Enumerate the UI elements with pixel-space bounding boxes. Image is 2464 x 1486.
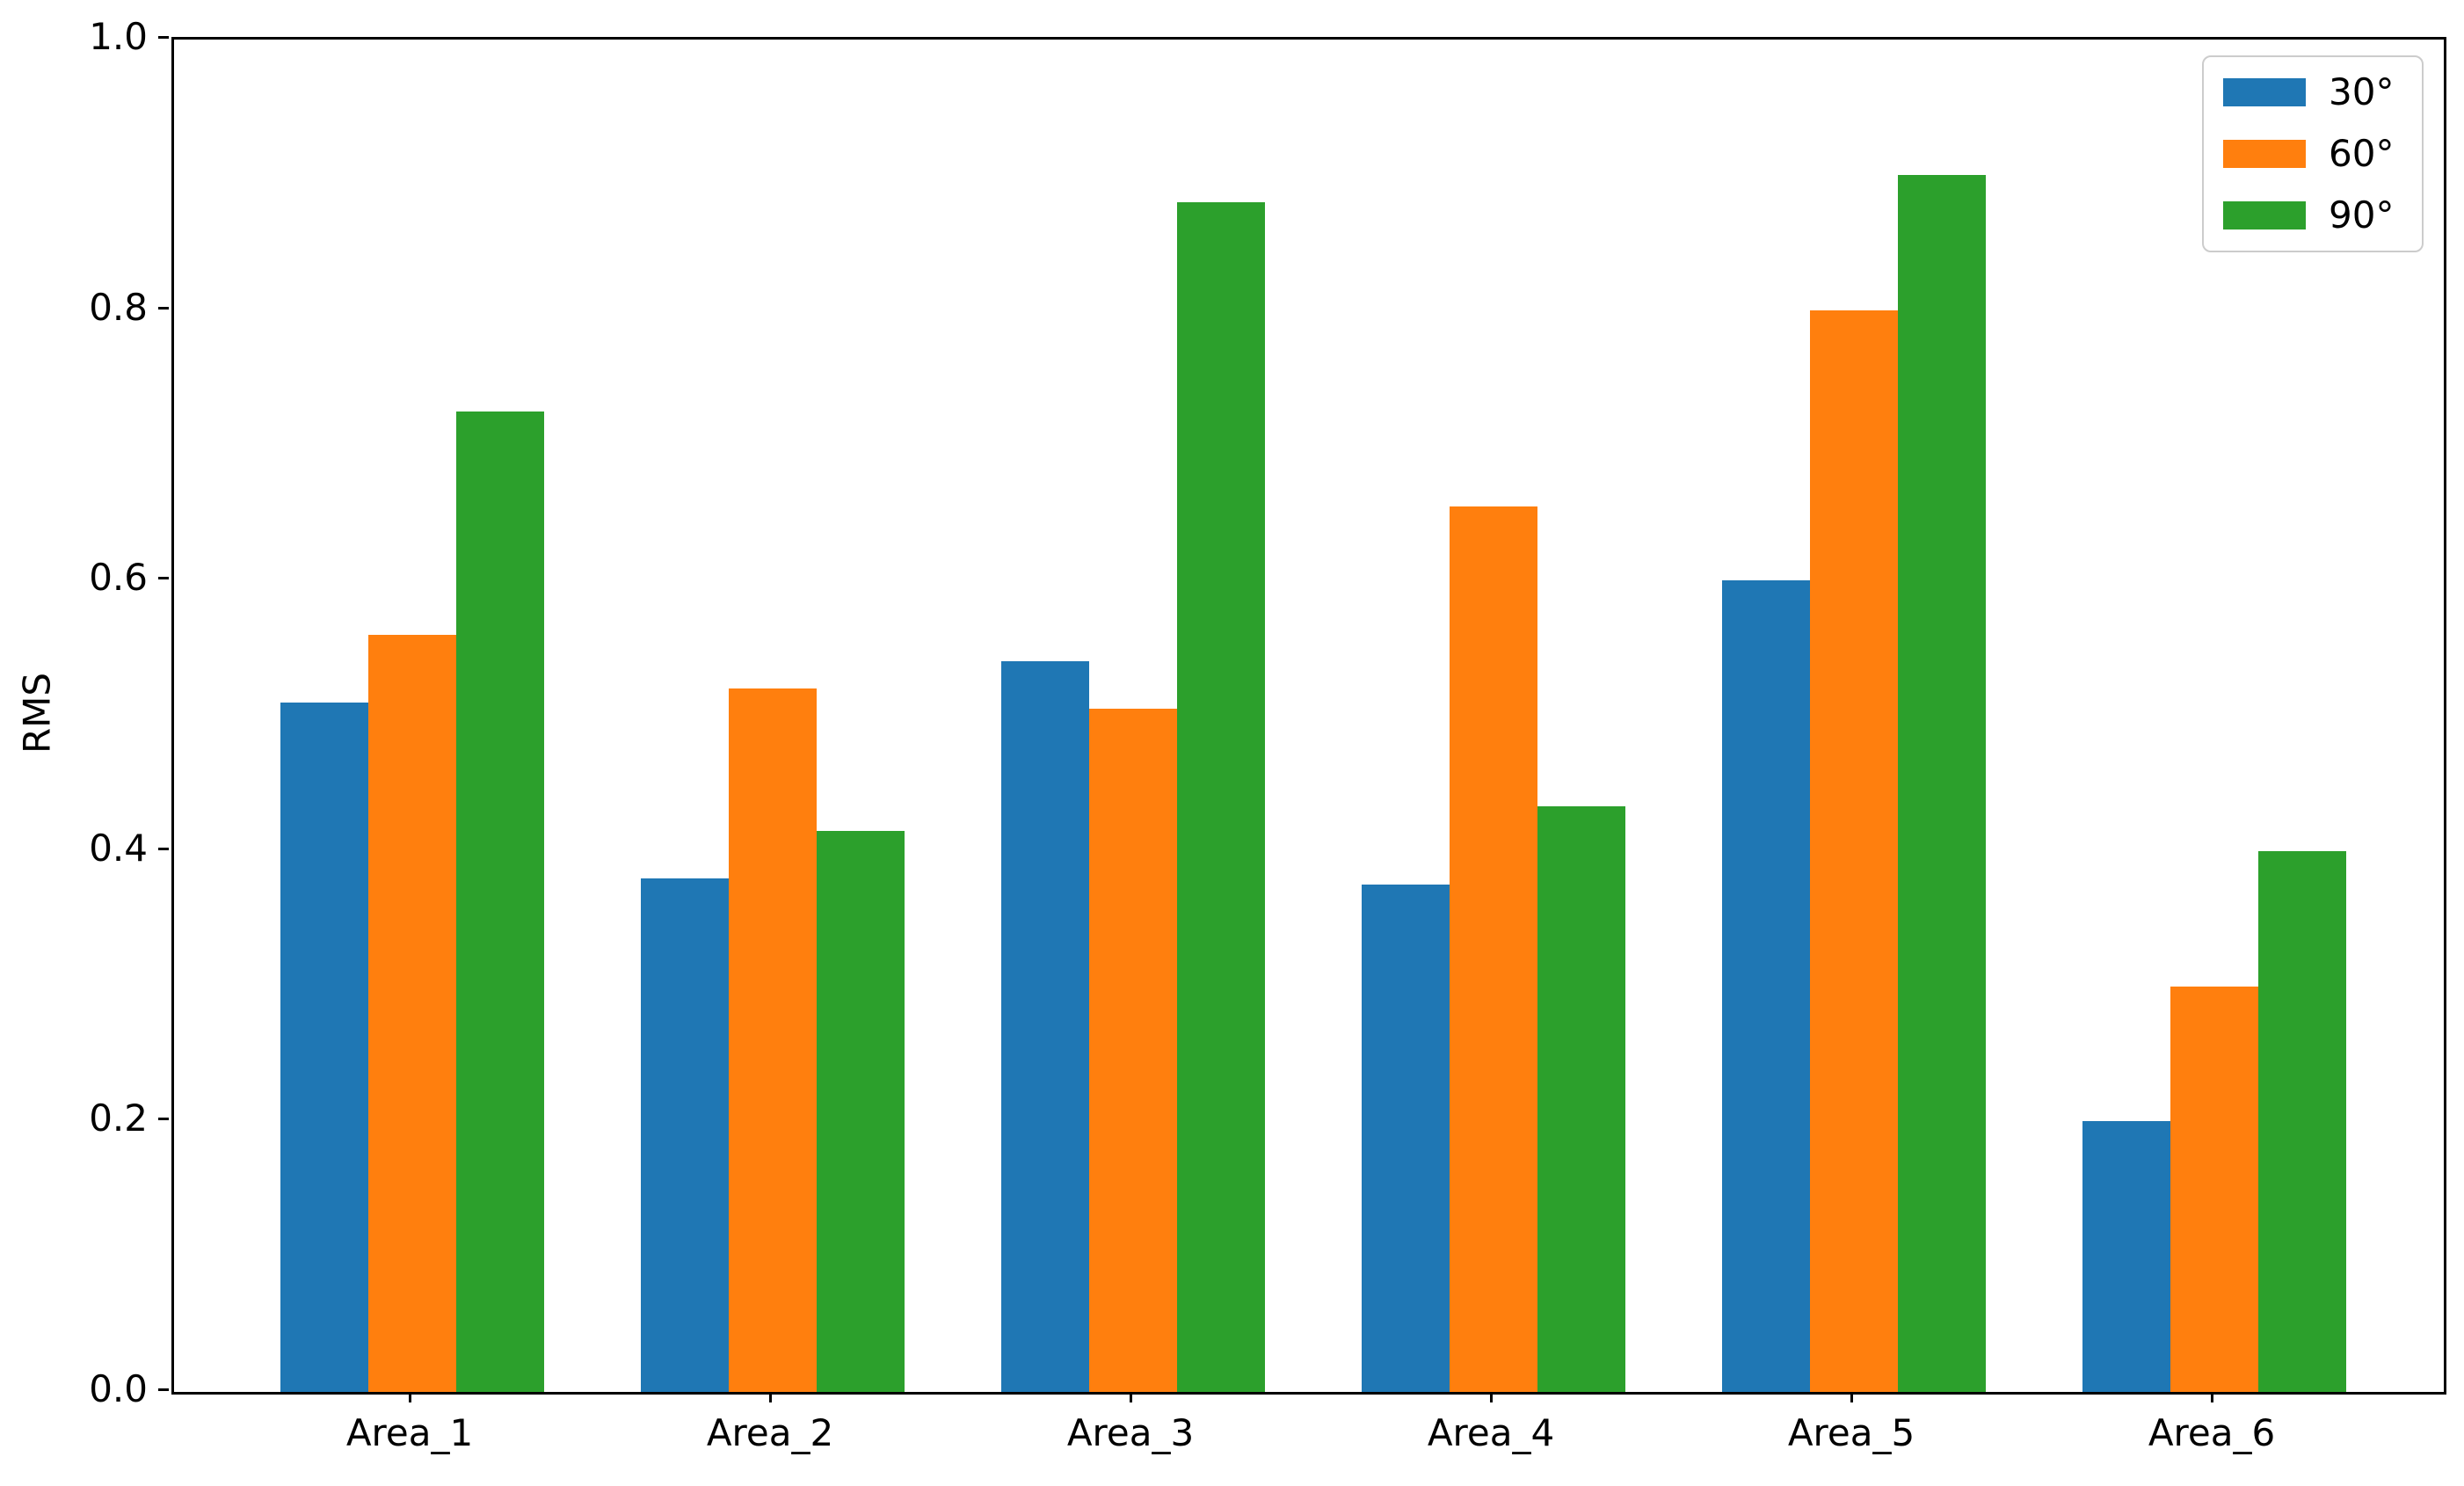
y-tick-mark-1.0 [158, 36, 169, 39]
bar-Area_2-60° [729, 688, 817, 1392]
y-tick-label-0.6: 0.6 [89, 556, 148, 600]
bar-Area_3-30° [1001, 661, 1089, 1392]
y-tick-label-1.0: 1.0 [89, 15, 148, 58]
bar-Area_3-60° [1089, 709, 1177, 1392]
plot-area [171, 37, 2446, 1395]
x-tick-mark-Area_1 [409, 1392, 411, 1402]
bar-Area_5-30° [1722, 580, 1810, 1392]
y-tick-label-0.8: 0.8 [89, 285, 148, 329]
x-tick-mark-Area_5 [1850, 1392, 1853, 1402]
y-tick-mark-0.2 [158, 1118, 169, 1121]
x-tick-label-Area_1: Area_1 [345, 1411, 474, 1454]
x-tick-label-Area_4: Area_4 [1427, 1411, 1555, 1454]
bar-Area_6-30° [2082, 1121, 2170, 1392]
x-tick-mark-Area_4 [1490, 1392, 1493, 1402]
x-tick-mark-Area_3 [1130, 1392, 1132, 1402]
y-tick-mark-0.0 [158, 1388, 169, 1391]
y-tick-mark-0.4 [158, 847, 169, 850]
y-tick-mark-0.6 [158, 577, 169, 580]
y-tick-mark-0.8 [158, 306, 169, 310]
legend-label-90°: 90° [2329, 193, 2395, 237]
legend-swatch-30° [2223, 78, 2306, 106]
x-tick-label-Area_2: Area_2 [706, 1411, 834, 1454]
bar-Area_2-90° [817, 830, 905, 1392]
bar-Area_4-30° [1362, 885, 1450, 1392]
bar-Area_6-60° [2170, 986, 2258, 1392]
legend-label-60°: 60° [2329, 132, 2395, 175]
bar-Area_2-30° [641, 878, 729, 1392]
legend-row-30°: 30° [2223, 70, 2402, 113]
x-tick-label-Area_6: Area_6 [2148, 1411, 2276, 1454]
bar-Area_5-60° [1810, 310, 1898, 1392]
bar-Area_4-90° [1537, 806, 1625, 1392]
legend: 30° 60° 90° [2202, 55, 2424, 252]
x-tick-mark-Area_2 [769, 1392, 772, 1402]
bar-Area_1-90° [456, 411, 544, 1392]
bar-Area_1-30° [280, 702, 368, 1392]
x-tick-mark-Area_6 [2211, 1392, 2213, 1402]
bar-Area_3-90° [1177, 201, 1265, 1392]
legend-row-60°: 60° [2223, 132, 2402, 175]
legend-label-30°: 30° [2329, 70, 2395, 113]
legend-row-90°: 90° [2223, 193, 2402, 237]
y-axis-label: RMS [15, 672, 59, 754]
legend-swatch-60° [2223, 140, 2306, 168]
bar-Area_6-90° [2258, 850, 2346, 1392]
bar-Area_5-90° [1898, 174, 1986, 1392]
y-tick-label-0.2: 0.2 [89, 1096, 148, 1140]
legend-swatch-90° [2223, 201, 2306, 229]
y-tick-label-0.0: 0.0 [89, 1367, 148, 1410]
x-tick-label-Area_3: Area_3 [1066, 1411, 1195, 1454]
bar-Area_4-60° [1450, 506, 1537, 1392]
x-tick-label-Area_5: Area_5 [1787, 1411, 1915, 1454]
bar-Area_1-60° [368, 634, 456, 1392]
y-tick-label-0.4: 0.4 [89, 826, 148, 870]
